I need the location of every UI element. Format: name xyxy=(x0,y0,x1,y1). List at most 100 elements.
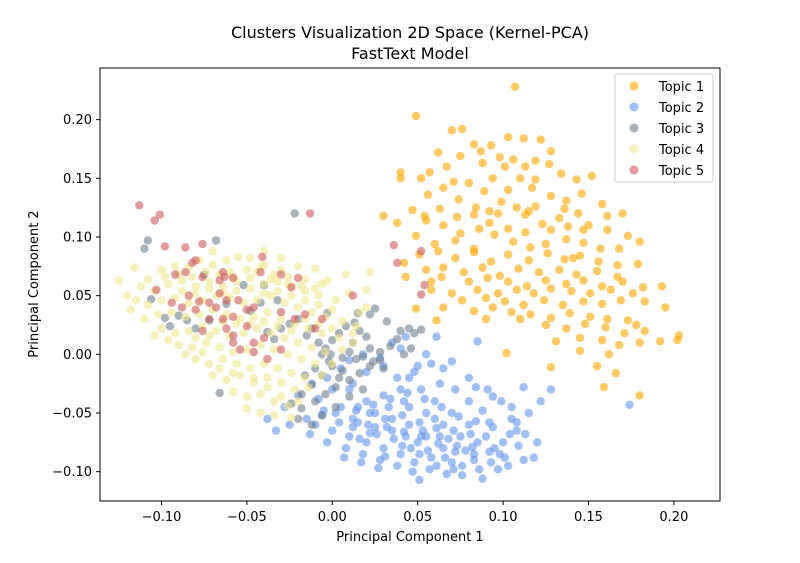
point-topic-4 xyxy=(348,338,357,347)
point-topic-1 xyxy=(393,218,402,228)
point-topic-3 xyxy=(297,404,306,413)
point-topic-4 xyxy=(252,324,262,333)
point-topic-1 xyxy=(603,314,612,324)
point-topic-5 xyxy=(215,276,224,285)
point-topic-4 xyxy=(198,347,207,357)
point-topic-1 xyxy=(661,303,670,312)
point-topic-1 xyxy=(437,272,446,282)
y-tick-label: 0.05 xyxy=(63,289,92,304)
point-topic-1 xyxy=(481,293,491,303)
point-topic-2 xyxy=(415,475,424,485)
legend-marker-topic-1 xyxy=(629,81,639,91)
legend-label-topic-4: Topic 4 xyxy=(658,143,704,158)
point-topic-5 xyxy=(194,297,204,306)
point-topic-4 xyxy=(259,279,269,289)
point-topic-3 xyxy=(370,304,380,313)
point-topic-5 xyxy=(416,290,426,299)
point-topic-2 xyxy=(435,379,445,388)
point-topic-5 xyxy=(249,347,258,357)
point-topic-1 xyxy=(430,239,439,249)
point-topic-2 xyxy=(386,394,395,404)
point-topic-4 xyxy=(311,359,320,368)
point-topic-1 xyxy=(422,265,431,274)
point-topic-1 xyxy=(635,391,644,400)
point-topic-4 xyxy=(215,364,224,373)
point-topic-2 xyxy=(379,391,388,400)
point-topic-1 xyxy=(587,171,597,181)
point-topic-1 xyxy=(411,111,421,121)
point-topic-2 xyxy=(473,337,482,346)
point-topic-5 xyxy=(229,338,238,347)
point-topic-4 xyxy=(276,392,286,401)
point-topic-4 xyxy=(164,279,173,289)
point-topic-2 xyxy=(423,446,433,455)
point-topic-4 xyxy=(218,354,228,364)
point-topic-1 xyxy=(546,147,556,156)
point-topic-1 xyxy=(524,256,533,265)
point-topic-1 xyxy=(575,333,585,343)
point-topic-4 xyxy=(143,300,152,310)
point-topic-1 xyxy=(560,204,569,213)
point-topic-2 xyxy=(422,408,431,418)
point-topic-1 xyxy=(546,313,556,323)
point-topic-5 xyxy=(242,322,252,331)
point-topic-2 xyxy=(457,461,467,470)
point-topic-4 xyxy=(273,277,282,286)
point-topic-3 xyxy=(273,296,282,305)
point-topic-1 xyxy=(592,266,602,276)
point-topic-4 xyxy=(246,253,255,263)
point-topic-2 xyxy=(408,467,417,476)
point-topic-1 xyxy=(493,289,503,298)
point-topic-4 xyxy=(205,359,214,368)
point-topic-3 xyxy=(345,375,354,385)
point-topic-4 xyxy=(191,333,200,343)
point-topic-5 xyxy=(229,331,238,340)
point-topic-4 xyxy=(273,364,282,373)
point-topic-2 xyxy=(432,461,441,470)
point-topic-1 xyxy=(396,168,405,177)
point-topic-3 xyxy=(331,402,340,412)
point-topic-4 xyxy=(246,364,255,373)
point-topic-1 xyxy=(615,244,624,253)
point-topic-2 xyxy=(454,412,463,421)
point-topic-3 xyxy=(331,383,340,392)
point-topic-2 xyxy=(464,397,474,406)
point-topic-4 xyxy=(126,305,135,314)
point-topic-1 xyxy=(541,239,550,249)
point-topic-4 xyxy=(234,252,243,262)
point-topic-2 xyxy=(507,402,516,412)
point-topic-5 xyxy=(249,303,258,312)
point-topic-4 xyxy=(208,371,217,380)
point-topic-4 xyxy=(266,291,275,300)
point-topic-1 xyxy=(618,209,627,218)
point-topic-2 xyxy=(404,373,414,382)
point-topic-4 xyxy=(222,375,231,385)
point-topic-4 xyxy=(232,319,241,328)
point-topic-2 xyxy=(434,439,443,448)
point-topic-3 xyxy=(297,390,306,399)
point-topic-2 xyxy=(302,414,311,424)
point-topic-4 xyxy=(283,350,293,359)
point-topic-1 xyxy=(464,178,474,188)
point-topic-4 xyxy=(276,253,286,263)
point-topic-1 xyxy=(432,316,441,325)
point-topic-2 xyxy=(410,367,419,377)
point-topic-4 xyxy=(317,279,327,289)
point-topic-5 xyxy=(420,280,429,290)
point-topic-5 xyxy=(263,354,272,364)
point-topic-4 xyxy=(215,343,224,352)
point-topic-1 xyxy=(572,270,581,279)
point-topic-4 xyxy=(287,326,296,336)
point-topic-4 xyxy=(287,291,296,300)
point-topic-3 xyxy=(410,329,419,338)
point-topic-2 xyxy=(345,432,354,441)
point-topic-1 xyxy=(504,224,513,233)
legend-label-topic-3: Topic 3 xyxy=(658,122,704,137)
point-topic-2 xyxy=(504,461,513,470)
point-topic-1 xyxy=(451,253,460,263)
point-topic-4 xyxy=(300,373,310,382)
point-topic-2 xyxy=(497,397,506,406)
point-topic-5 xyxy=(229,273,238,283)
point-topic-2 xyxy=(372,429,381,439)
point-topic-1 xyxy=(379,211,388,221)
